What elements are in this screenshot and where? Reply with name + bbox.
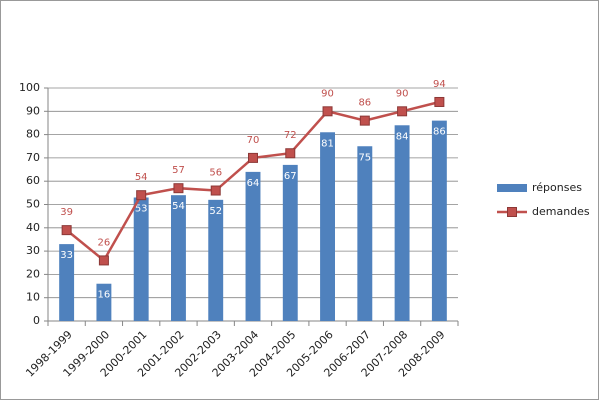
bar-value-label: 52: [209, 206, 222, 217]
y-tick-label: 50: [26, 198, 40, 211]
line-value-label: 90: [396, 88, 409, 99]
bar-value-label: 53: [135, 204, 148, 215]
bar: [394, 125, 410, 321]
line-marker: [173, 183, 184, 194]
line-marker: [61, 225, 72, 236]
line-marker: [359, 115, 370, 126]
y-tick-label: 30: [26, 244, 40, 257]
line-marker: [98, 255, 109, 266]
line-value-label: 57: [172, 165, 185, 176]
y-tick-label: 10: [26, 291, 40, 304]
bar-value-label: 75: [358, 152, 371, 163]
line-value-label: 94: [433, 79, 446, 90]
bar-value-label: 64: [247, 178, 260, 189]
y-tick-label: 40: [26, 221, 40, 234]
line-value-label: 90: [321, 88, 334, 99]
line-value-label: 56: [209, 168, 222, 179]
line-marker: [210, 185, 221, 196]
bar-value-label: 81: [321, 138, 334, 149]
line-value-label: 26: [98, 237, 111, 248]
line-marker: [434, 96, 445, 107]
y-tick-label: 0: [33, 314, 40, 327]
line-marker: [285, 148, 296, 159]
bar: [96, 283, 112, 321]
y-tick-label: 60: [26, 174, 40, 187]
line-value-label: 54: [135, 172, 148, 183]
bar: [59, 244, 75, 321]
legend-label: réponses: [532, 181, 582, 194]
bar: [357, 146, 373, 321]
bar-value-label: 86: [433, 127, 446, 138]
bar-value-label: 33: [60, 250, 73, 261]
legend-swatch: [497, 184, 527, 192]
line-marker: [397, 106, 408, 117]
legend-label: demandes: [532, 205, 590, 218]
line-value-label: 70: [247, 135, 260, 146]
bar: [320, 132, 335, 321]
y-tick-label: 70: [26, 151, 40, 164]
bar: [431, 120, 447, 322]
line-value-label: 72: [284, 130, 297, 141]
bar: [245, 171, 261, 321]
y-tick-label: 80: [26, 128, 40, 141]
bar-value-label: 54: [172, 201, 185, 212]
bar: [282, 164, 298, 321]
line-marker: [322, 106, 333, 117]
line-marker: [136, 190, 147, 201]
y-tick-label: 90: [26, 104, 40, 117]
bar-value-label: 84: [396, 131, 409, 142]
bar: [208, 199, 224, 321]
line-value-label: 86: [358, 98, 371, 109]
line-value-label: 39: [60, 207, 73, 218]
bar: [133, 197, 149, 321]
bar-value-label: 67: [284, 171, 297, 182]
bar: [171, 195, 186, 321]
legend-marker: [507, 207, 517, 217]
line-marker: [248, 152, 258, 163]
bar-value-label: 16: [98, 290, 111, 301]
y-tick-label: 100: [19, 81, 40, 94]
y-tick-label: 20: [26, 267, 40, 280]
